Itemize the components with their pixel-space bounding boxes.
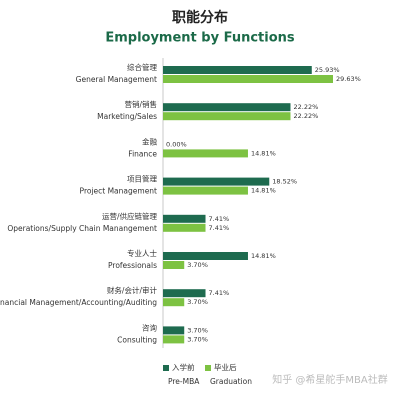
legend-label: Pre-MBA — [168, 377, 200, 386]
watermark: 知乎 @希星舵手MBA社群 — [272, 373, 388, 386]
value-label: 14.81% — [251, 149, 276, 157]
value-label: 3.70% — [187, 326, 208, 334]
category-label: Project Management — [80, 187, 158, 196]
bar — [163, 177, 270, 186]
legend-label: Graduation — [210, 377, 252, 386]
category-label-zh: 咨询 — [142, 322, 157, 332]
bar — [163, 252, 248, 260]
category-label-zh: 财务/会计/审计 — [107, 285, 158, 295]
value-label: 7.41% — [209, 215, 230, 223]
category-label-zh: 项目管理 — [127, 174, 157, 184]
bar — [163, 298, 185, 307]
bar — [163, 289, 206, 298]
value-label: 29.63% — [336, 75, 361, 83]
legend-label-zh: 毕业后 — [214, 362, 237, 372]
value-label: 25.93% — [315, 66, 340, 74]
category-label: Operations/Supply Chain Manangement — [7, 224, 157, 233]
value-label: 14.81% — [251, 252, 276, 260]
value-label: 3.70% — [187, 261, 208, 269]
value-label: 18.52% — [272, 178, 297, 186]
value-label: 14.81% — [251, 187, 276, 195]
category-label: Consulting — [117, 335, 157, 344]
category-label-zh: 营销/销售 — [124, 99, 157, 109]
bar — [163, 66, 312, 74]
category-label: Finance — [128, 149, 157, 158]
bar — [163, 103, 291, 112]
value-label: 22.22% — [293, 112, 318, 120]
bar — [163, 214, 206, 223]
value-label: 3.70% — [187, 335, 208, 343]
legend-swatch — [163, 365, 169, 371]
bar — [163, 335, 185, 344]
bar — [163, 112, 291, 121]
bar — [163, 326, 185, 335]
value-label: 3.70% — [187, 298, 208, 306]
category-label: Financial Management/Accounting/Auditing — [0, 298, 157, 307]
category-label: Marketing/Sales — [97, 112, 157, 121]
category-label-zh: 运营/供应链管理 — [102, 211, 158, 221]
chart-title: 职能分布 — [172, 9, 228, 26]
legend-label-zh: 入学前 — [172, 362, 195, 372]
value-label: 7.41% — [209, 224, 230, 232]
category-label: Professionals — [108, 261, 157, 270]
category-label-zh: 专业人士 — [127, 248, 157, 258]
category-label-zh: 综合管理 — [127, 62, 157, 72]
bar — [163, 186, 248, 195]
bar — [163, 261, 185, 269]
bar — [163, 223, 206, 232]
value-label: 7.41% — [209, 289, 230, 297]
value-label: 0.00% — [166, 140, 187, 148]
bar — [163, 149, 248, 158]
category-label: General Management — [76, 75, 157, 84]
category-label-zh: 金融 — [142, 136, 157, 146]
legend-swatch — [205, 365, 211, 371]
value-label: 22.22% — [293, 103, 318, 111]
chart-subtitle: Employment by Functions — [105, 31, 295, 46]
bar — [163, 75, 333, 83]
